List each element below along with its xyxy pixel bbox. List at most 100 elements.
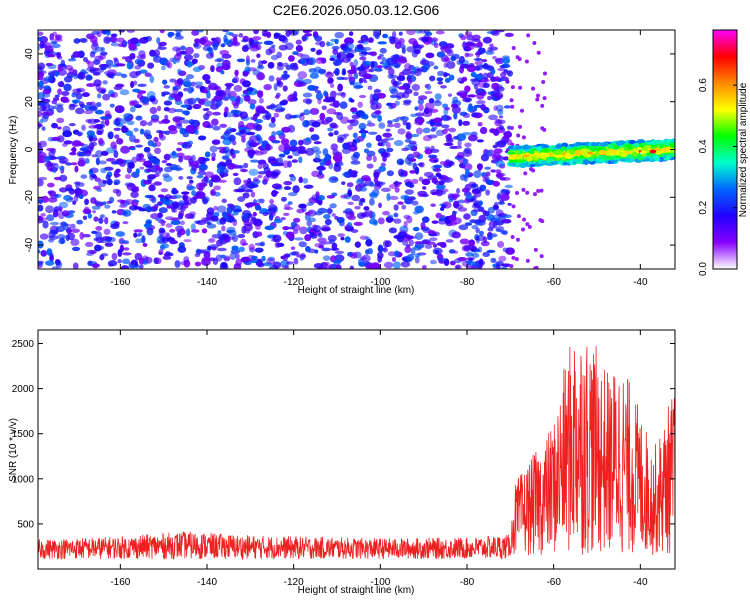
noise-cell [519, 108, 524, 113]
noise-cell [476, 41, 483, 48]
noise-cell [212, 125, 221, 131]
noise-cell [334, 31, 345, 39]
noise-cell [404, 156, 412, 165]
noise-cell [165, 223, 173, 228]
noise-cell [275, 92, 281, 98]
noise-cell [268, 75, 275, 82]
noise-cell [203, 89, 208, 94]
noise-cell [77, 72, 86, 80]
noise-cell [451, 231, 461, 239]
noise-cell [356, 44, 364, 50]
noise-cell [282, 253, 289, 262]
signal-cell [598, 149, 607, 156]
colorbar-label: Normalized spectral amplitude [738, 82, 749, 217]
noise-cell [423, 30, 431, 35]
noise-cell [413, 244, 422, 251]
noise-cell [317, 237, 327, 243]
noise-cell [194, 81, 204, 86]
noise-cell [462, 120, 471, 126]
noise-cell [128, 162, 135, 169]
noise-cell [351, 154, 359, 162]
noise-cell [433, 164, 443, 169]
noise-cell [264, 225, 275, 231]
noise-cell [172, 194, 183, 199]
noise-cell [147, 62, 155, 69]
noise-cell [172, 46, 181, 52]
noise-cell [209, 145, 218, 153]
signal-cell [588, 145, 597, 151]
y-tick-label: 20 [24, 96, 35, 108]
noise-cell [231, 149, 240, 154]
noise-cell [268, 122, 276, 128]
noise-cell [457, 77, 466, 84]
noise-cell [100, 167, 107, 174]
noise-cell [50, 162, 56, 166]
noise-cell [447, 93, 453, 97]
noise-cell [177, 228, 186, 236]
noise-cell [74, 165, 79, 173]
noise-cell [263, 30, 268, 33]
noise-cell [241, 213, 249, 221]
x-tick-label: -140 [197, 577, 217, 588]
signal-cell [643, 145, 652, 149]
noise-cell [161, 200, 169, 205]
noise-cell [398, 85, 408, 90]
noise-cell [394, 187, 400, 193]
noise-cell [61, 91, 70, 97]
noise-cell [40, 213, 46, 217]
noise-cell [226, 84, 232, 89]
noise-cell [102, 80, 108, 85]
noise-cell [363, 69, 374, 73]
noise-cell [148, 153, 154, 162]
noise-cell [117, 248, 123, 257]
noise-cell [203, 113, 210, 121]
noise-cell [206, 124, 214, 129]
y-tick-label: 2000 [12, 384, 35, 395]
noise-cell [178, 210, 185, 217]
noise-cell [149, 75, 155, 84]
noise-cell [430, 128, 436, 132]
noise-cell [316, 165, 326, 171]
noise-cell [456, 154, 463, 159]
noise-cell [516, 133, 521, 138]
noise-cell [187, 140, 194, 146]
x-tick-label: -160 [110, 577, 130, 588]
noise-cell [361, 131, 367, 139]
noise-cell [102, 93, 111, 101]
signal-cell [575, 152, 582, 156]
noise-cell [456, 59, 462, 65]
noise-cell [223, 256, 231, 262]
noise-cell [409, 169, 416, 174]
noise-cell [254, 151, 264, 156]
noise-cell [90, 197, 97, 204]
noise-cell [63, 83, 72, 92]
noise-cell [482, 36, 492, 44]
noise-cell [94, 244, 102, 252]
noise-cell [217, 179, 227, 183]
noise-cell [414, 205, 424, 214]
noise-cell [387, 214, 394, 219]
noise-cell [366, 163, 374, 169]
noise-cell [248, 243, 255, 251]
noise-cell [303, 184, 314, 189]
noise-cell [322, 255, 331, 261]
signal-cell [514, 145, 524, 150]
noise-cell [422, 127, 431, 134]
noise-cell [68, 123, 76, 127]
noise-cell [156, 105, 162, 112]
noise-cell [524, 59, 529, 64]
noise-cell [285, 231, 295, 239]
noise-cell [343, 133, 350, 137]
noise-cell [504, 32, 514, 38]
noise-cell [424, 148, 433, 155]
noise-cell [443, 142, 454, 146]
signal-cell [583, 151, 588, 158]
noise-cell [385, 141, 391, 149]
noise-cell [185, 124, 195, 133]
noise-cell [63, 194, 72, 201]
noise-cell [62, 142, 68, 147]
noise-cell [183, 239, 192, 243]
noise-cell [172, 57, 177, 65]
noise-cell [42, 89, 51, 95]
noise-cell [211, 215, 219, 222]
